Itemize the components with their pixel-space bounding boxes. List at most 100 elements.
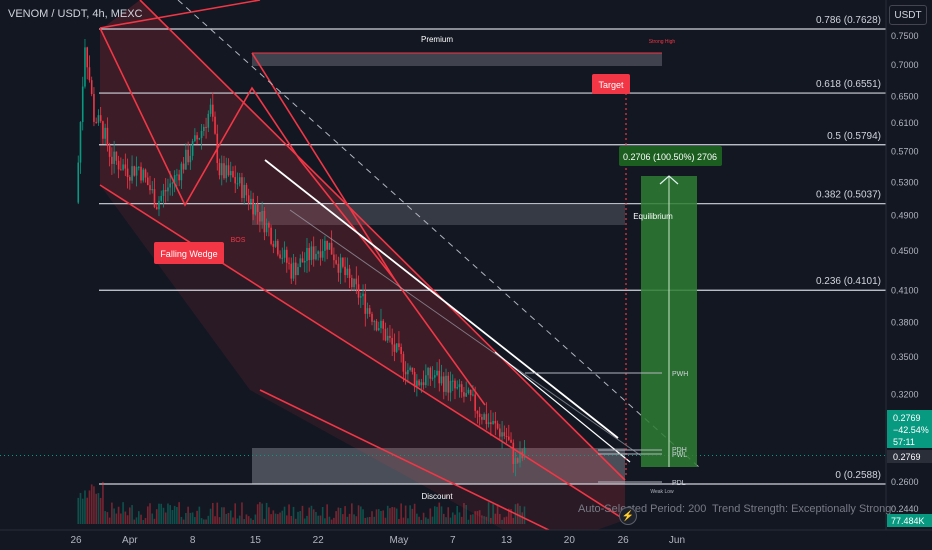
volume-bar: [393, 507, 396, 524]
candle-body: [149, 185, 151, 191]
volume-bar: [324, 518, 326, 524]
volume-bar: [90, 484, 93, 524]
candle-body: [241, 177, 243, 198]
candle-body: [411, 367, 414, 372]
candle-body: [207, 113, 210, 128]
candle-body: [256, 204, 259, 213]
candle-body: [324, 240, 326, 251]
volume-bar: [162, 507, 165, 524]
volume-tag-bg: [887, 514, 932, 527]
candle-body: [90, 80, 93, 95]
volume-bar: [126, 515, 129, 524]
volume-bar: [375, 509, 378, 524]
wedge-upper-line: [251, 52, 396, 281]
volume-bar: [171, 510, 174, 524]
volume-bar: [427, 518, 429, 524]
discount-label: Discount: [421, 492, 453, 501]
candle-body: [467, 389, 470, 394]
volume-bar: [368, 517, 371, 524]
candle-body: [346, 268, 349, 276]
volume-bar: [133, 519, 136, 524]
volume-bar: [153, 518, 156, 524]
candle-body: [115, 151, 118, 161]
candle-body: [478, 413, 481, 418]
volume-bar: [303, 518, 306, 524]
volume-bar: [512, 517, 515, 524]
candle-body: [173, 175, 176, 183]
volume-bar: [328, 516, 331, 524]
candle-body: [146, 177, 149, 186]
volume-bar: [359, 506, 362, 524]
candle-body: [122, 164, 124, 170]
candle-body: [499, 428, 501, 437]
candle-body: [133, 166, 136, 176]
candle-body: [236, 183, 239, 185]
volume-bar: [456, 505, 459, 524]
volume-bar: [102, 481, 104, 524]
zigzag-line: [99, 27, 486, 406]
volume-bar: [458, 512, 461, 524]
candle-body: [407, 369, 409, 375]
candle-body: [200, 130, 203, 139]
candle-body: [151, 189, 154, 191]
candle-body: [442, 376, 445, 392]
last-price-tag: 0.2769: [893, 413, 921, 423]
volume-bar: [254, 514, 257, 524]
currency-button[interactable]: USDT: [889, 5, 927, 25]
volume-bar: [398, 518, 400, 524]
candle-body: [185, 149, 187, 170]
volume-bar: [200, 518, 203, 524]
volume-bar: [485, 516, 488, 524]
change-pct-tag: −42.54%: [893, 425, 929, 435]
current-price-tag-bg: [887, 450, 932, 463]
last-price-tag-bg: [887, 410, 932, 448]
volume-bar: [149, 503, 151, 524]
candle-body: [191, 141, 194, 156]
volume-bar: [167, 503, 169, 524]
volume-bar: [382, 510, 385, 524]
candle-body: [312, 246, 315, 260]
volume-bar: [77, 497, 80, 524]
white-trendline: [264, 159, 619, 439]
candle-body: [299, 258, 302, 268]
candle-body: [194, 135, 196, 142]
volume-bar: [115, 513, 118, 524]
volume-bar: [277, 514, 279, 524]
candle-body: [77, 162, 80, 203]
candle-body: [129, 177, 131, 181]
candle-body: [142, 169, 145, 181]
candle-body: [353, 278, 355, 288]
y-tick-label-6: 0.4900: [891, 210, 919, 220]
candle-body: [476, 410, 479, 414]
candle-body: [243, 184, 245, 198]
measure-tag-bg: [619, 146, 722, 166]
volume-bar: [227, 512, 230, 524]
y-tick-label-5: 0.5300: [891, 177, 919, 187]
candle-body: [503, 432, 506, 437]
volume-bar: [290, 515, 293, 524]
volume-bar: [442, 513, 445, 524]
volume-bar: [223, 507, 225, 524]
volume-bar: [173, 505, 176, 524]
volume-bar: [521, 512, 524, 524]
candle-body: [519, 451, 521, 463]
candle-body: [505, 436, 508, 438]
volume-bar: [409, 505, 411, 524]
volume-bar: [436, 506, 438, 524]
volume-bar: [508, 508, 510, 524]
candle-body: [456, 387, 459, 389]
candle-body: [339, 257, 342, 273]
candle-body: [434, 375, 436, 378]
y-tick-label-11: 0.3200: [891, 390, 919, 400]
candle-body: [220, 163, 223, 176]
candle-body: [131, 166, 133, 181]
candle-body: [386, 335, 389, 341]
candle-body: [485, 414, 488, 425]
candle-body: [261, 210, 263, 222]
bolt-icon[interactable]: ⚡: [619, 507, 637, 525]
volume-bar: [265, 502, 268, 524]
candle-body: [281, 257, 284, 259]
y-tick-label-4: 0.5700: [891, 147, 919, 157]
symbol-title[interactable]: VENOM / USDT, 4h, MEXC: [8, 8, 143, 20]
